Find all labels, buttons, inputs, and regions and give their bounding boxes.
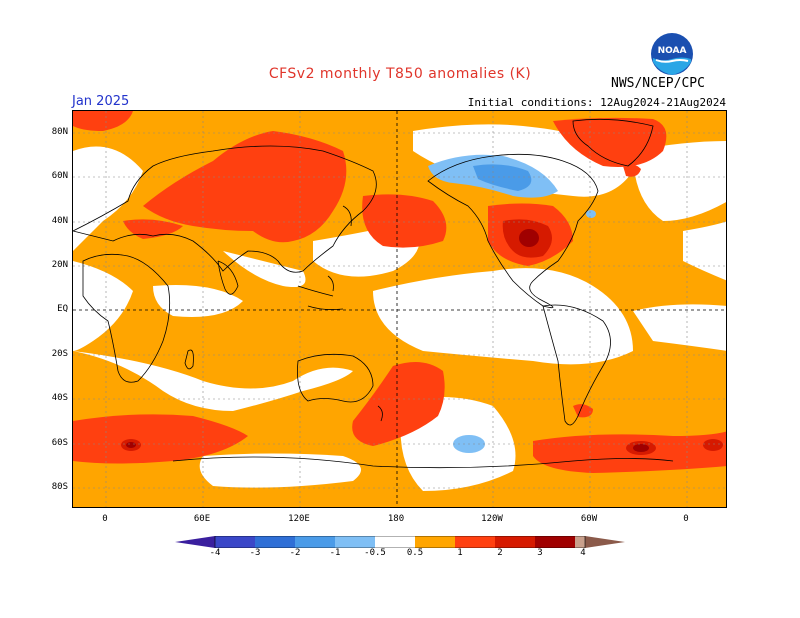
lon-label: 180 xyxy=(387,514,405,524)
neutral-regions xyxy=(73,124,726,491)
coastlines xyxy=(73,118,674,469)
lat-lon-grid xyxy=(73,111,726,507)
lon-label: 0 xyxy=(102,514,108,524)
colorbar-cell xyxy=(455,536,495,548)
lat-label: EQ xyxy=(57,304,68,314)
color-scale xyxy=(175,536,625,548)
lat-label: 60N xyxy=(51,171,68,181)
warm-3-regions xyxy=(126,229,649,452)
colorbar-label: 1 xyxy=(457,548,463,558)
lat-label: 20N xyxy=(51,260,68,270)
agency-label: NWS/NCEP/CPC xyxy=(611,76,705,91)
colorbar-cell xyxy=(575,536,585,548)
colorbar-arrow-high xyxy=(585,536,625,548)
noaa-logo: NOAA xyxy=(651,33,693,75)
warm-1-regions xyxy=(73,111,726,473)
colorbar-label: -3 xyxy=(249,548,261,558)
colorbar-cell xyxy=(215,536,255,548)
lat-label: 20S xyxy=(51,349,68,359)
lon-label: 120W xyxy=(481,514,503,524)
colorbar-arrow-low xyxy=(175,536,215,548)
lat-label: 60S xyxy=(51,438,68,448)
forecast-month: Jan 2025 xyxy=(72,94,130,109)
lat-label: 80N xyxy=(51,127,68,137)
colorbar-label: 4 xyxy=(580,548,586,558)
lon-label: 60W xyxy=(580,514,598,524)
lat-label: 80S xyxy=(51,482,68,492)
lat-label: 40N xyxy=(51,216,68,226)
colorbar-cell xyxy=(375,536,415,548)
map-title: CFSv2 monthly T850 anomalies (K) xyxy=(268,66,532,82)
colorbar-label: 2 xyxy=(497,548,503,558)
colorbar-cell xyxy=(255,536,295,548)
colorbar-cell xyxy=(335,536,375,548)
colorbar-cell xyxy=(495,536,535,548)
colorbar-cell xyxy=(535,536,575,548)
colorbar-cell xyxy=(415,536,455,548)
noaa-logo-text: NOAA xyxy=(658,46,687,56)
anomaly-map-svg xyxy=(73,111,726,507)
colorbar-label: -1 xyxy=(329,548,341,558)
colorbar-label: -4 xyxy=(209,548,221,558)
colorbar-cell xyxy=(295,536,335,548)
colorbar-label: -0.5 xyxy=(364,548,386,558)
lon-label: 120E xyxy=(288,514,310,524)
colorbar-label: 0.5 xyxy=(406,548,424,558)
initial-conditions: Initial conditions: 12Aug2024-21Aug2024 xyxy=(467,96,726,109)
lat-label: 40S xyxy=(51,393,68,403)
lon-label: 60E xyxy=(193,514,211,524)
colorbar-label: -2 xyxy=(289,548,301,558)
lon-label: 0 xyxy=(683,514,689,524)
anomaly-map xyxy=(72,110,727,508)
colorbar-label: 3 xyxy=(537,548,543,558)
